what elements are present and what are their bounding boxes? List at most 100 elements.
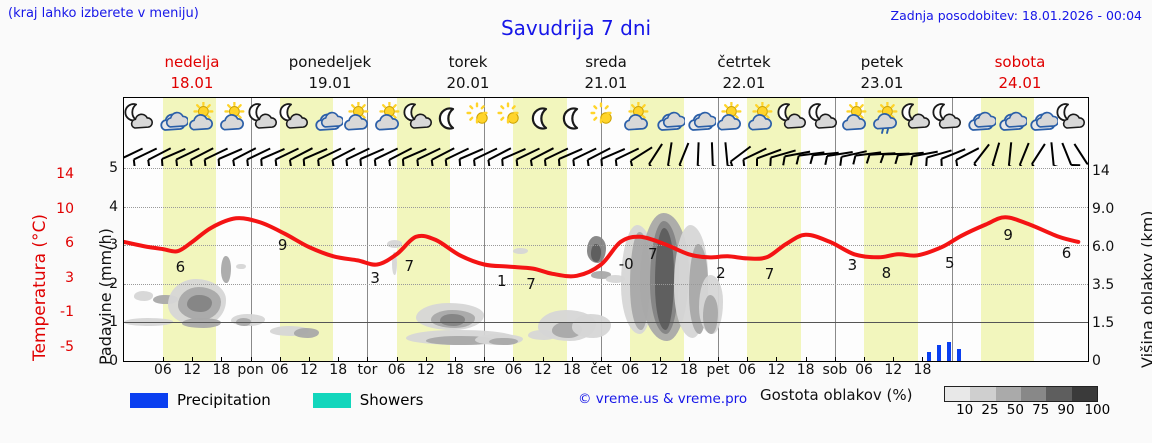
cloud-density-step-4 [1046, 387, 1072, 401]
sun-cloudy-icon [620, 102, 654, 136]
day-name: torek [448, 53, 488, 71]
day-separator-1 [250, 98, 252, 140]
x-tick-16: 06 [621, 362, 640, 378]
sun-cloudy-icon [713, 102, 747, 136]
cloud-density-blob [133, 290, 154, 301]
x-tick-mark-17 [659, 357, 661, 362]
x-tick-mark-26 [922, 357, 924, 362]
showers-legend-label: Showers [359, 391, 424, 409]
wind-barbs [124, 142, 1088, 166]
cloud-density-step-0 [945, 387, 971, 401]
temperature-point-label: -0 [618, 254, 634, 273]
sun-cloudy-icon [838, 102, 872, 136]
day-separator-2 [367, 140, 369, 166]
x-tick-21: 12 [767, 362, 786, 378]
x-tick-14: 18 [562, 362, 581, 378]
x-tick-mark-24 [864, 357, 866, 362]
location-note: (kraj lahko izberete v meniju) [8, 6, 199, 21]
temperature-point-label: 7 [764, 264, 775, 283]
cloud-density-colorbar-labels: 10 25 50 75 90 100 [936, 402, 1110, 420]
x-tick-24: 06 [855, 362, 873, 378]
day-date: 23.01 [860, 74, 904, 92]
x-tick-0: 06 [154, 362, 172, 378]
temperature-point-label: 3 [847, 256, 858, 275]
showers-swatch [312, 392, 351, 408]
moon-cloudy-icon [247, 102, 281, 136]
day-header-1: nedelja 18.01 [123, 52, 261, 96]
precticks-2: 3 [109, 237, 118, 254]
day-name: petek [860, 53, 904, 71]
x-tick-13: 12 [533, 362, 552, 378]
tempticks-1: 10 [56, 200, 74, 217]
cloud-density-step-2 [995, 387, 1021, 401]
moon-cloudy-icon [402, 102, 436, 136]
x-tick-mark-14 [571, 357, 573, 362]
x-tick-6: 18 [329, 362, 348, 378]
cloud-density-blob [153, 294, 178, 305]
cloud-density-blob [489, 337, 519, 346]
daylight-band-5 [747, 166, 801, 361]
x-tick-4: 06 [270, 362, 289, 378]
tempticks-4: -1 [60, 304, 74, 320]
precipitation-bar [946, 341, 951, 361]
gridline-1 [124, 206, 1088, 208]
wind-barb-row [124, 140, 1088, 166]
x-tick-mark-1 [192, 357, 194, 362]
precipitation-bar [956, 349, 961, 361]
x-tick-20: 06 [738, 362, 757, 378]
cloud-density-colorbar [944, 386, 1098, 402]
temperature-point-label: 8 [881, 264, 892, 283]
day-name: ponedeljek [288, 53, 372, 71]
x-tick-17: 12 [650, 362, 669, 378]
temperature-point-label: 2 [716, 264, 726, 283]
cloud-density-blob [606, 275, 626, 283]
moon-clear-icon [434, 102, 468, 136]
cldticks-1: 9.0 [1092, 201, 1115, 217]
x-tick-mark-19 [717, 357, 719, 362]
x-tick-12: 06 [504, 362, 523, 378]
day-name: sobota [994, 53, 1046, 71]
sun-cloudy-icon [216, 102, 250, 136]
cloud-density-step-3 [1020, 387, 1047, 401]
precipitation-swatch [130, 392, 168, 408]
temperature-point-label: 7 [526, 274, 536, 293]
x-tick-2: 18 [212, 362, 231, 378]
precipitation-legend-label: Precipitation [177, 391, 271, 409]
cldticks-2: 6.0 [1092, 239, 1115, 255]
precticks-0: 5 [109, 160, 118, 176]
gridline-4 [124, 322, 1088, 324]
moon-cloudy-icon [278, 102, 312, 136]
cloud-density-blob [270, 325, 309, 336]
day-header-7: sobota 24.01 [951, 52, 1089, 96]
x-tick-22: 18 [796, 362, 815, 378]
x-tick-3: pon [237, 362, 264, 378]
temperature-point-label: 1 [497, 272, 507, 291]
day-header-2: ponedeljek 19.01 [261, 52, 399, 96]
temperature-point-label: 9 [1003, 226, 1013, 245]
sun-cloudy-icon [185, 102, 219, 136]
meteogram-plot: 6 9 3 7 1 7 -0 7 2 7 3 8 5 9 6 [124, 166, 1088, 361]
cldticks-3: 3.5 [1092, 277, 1115, 293]
moon-cloudy-icon [900, 102, 934, 136]
temperature-point-label: 6 [175, 257, 186, 276]
moon-clear-icon [558, 102, 592, 136]
copyright-text[interactable]: © vreme.us & vreme.pro [578, 391, 748, 407]
x-tick-1: 12 [183, 362, 202, 378]
cloud-density-tick-0: 10 [956, 402, 974, 418]
day-header-4: sreda 21.01 [537, 52, 675, 96]
cloud-density-blob [703, 294, 718, 334]
cloud-density-blob [654, 228, 675, 330]
daylight-band-2 [396, 140, 451, 166]
x-tick-11: sre [473, 362, 495, 378]
x-tick-23: sob [822, 362, 848, 378]
cloud-density-step-5 [1071, 387, 1097, 401]
x-tick-mark-8 [396, 357, 398, 362]
x-tick-mark-18 [688, 357, 690, 362]
daylight-band-7 [980, 166, 1035, 361]
x-tick-mark-5 [309, 357, 310, 362]
cloud-density-blob [235, 318, 251, 326]
day-date: 20.01 [446, 74, 490, 92]
day-separator-3 [484, 140, 486, 166]
x-tick-5: 12 [300, 362, 318, 378]
cloudy-icon [651, 102, 686, 136]
